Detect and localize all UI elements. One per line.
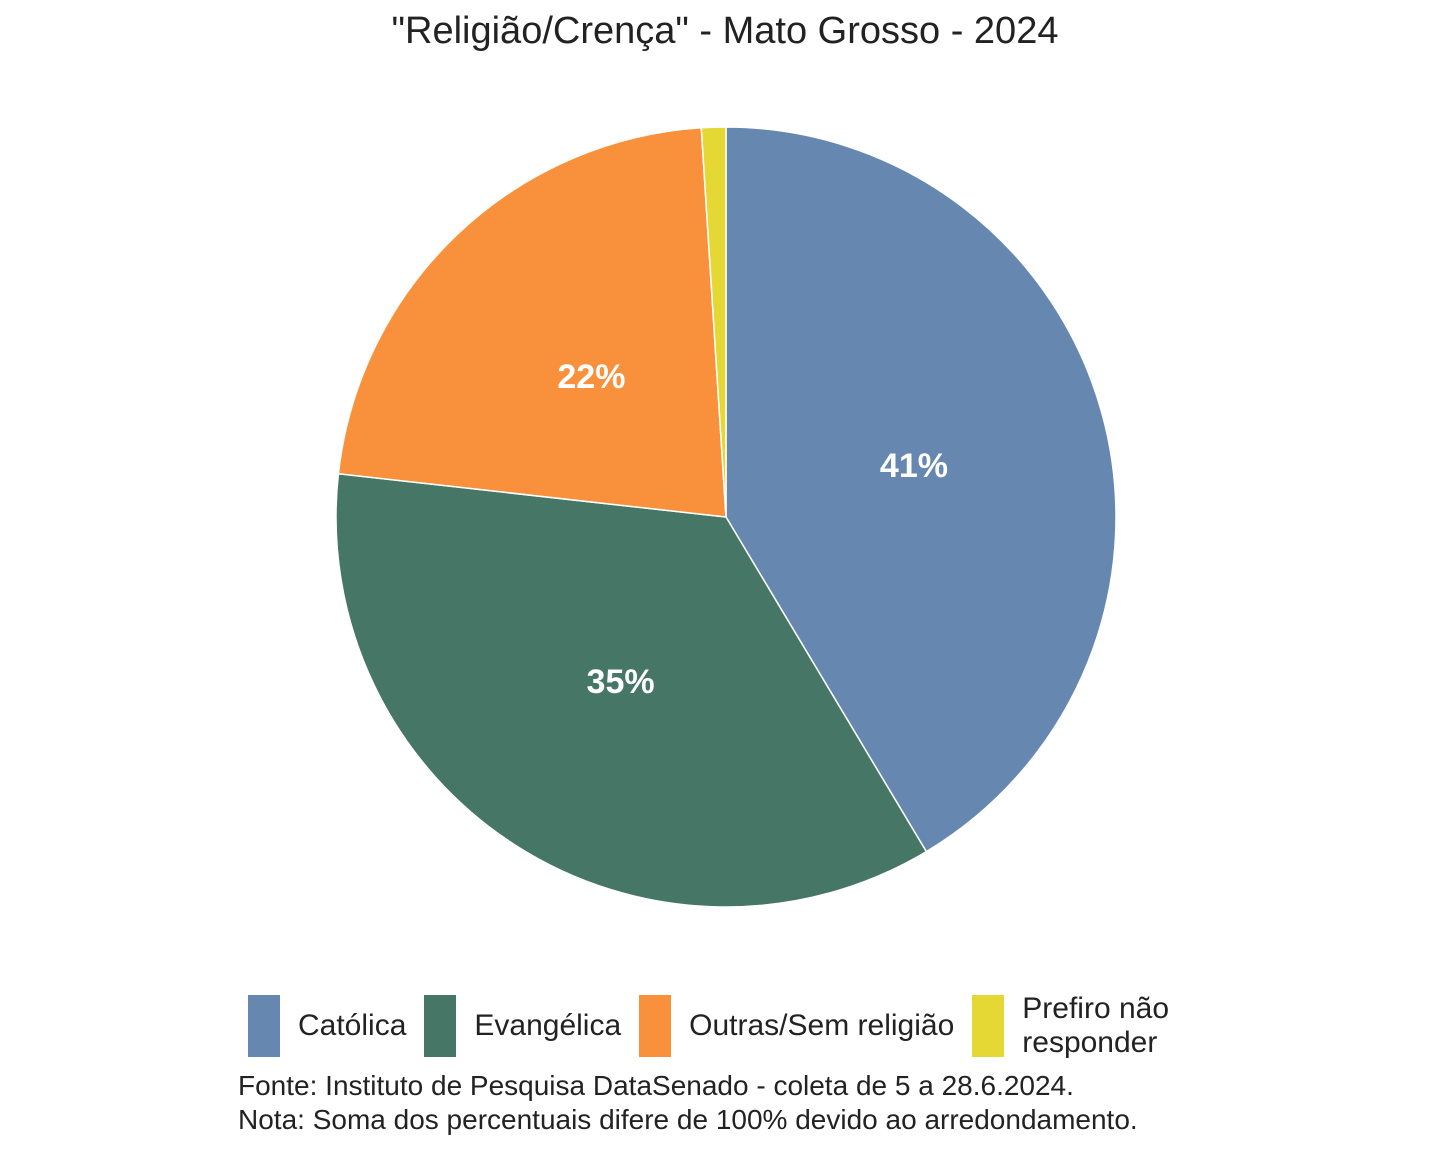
pie-slice-2 (337, 126, 727, 518)
legend-label: Evangélica (474, 1009, 622, 1042)
legend-swatch (248, 995, 280, 1057)
legend-label: Católica (298, 1009, 407, 1042)
legend-swatch (639, 995, 672, 1057)
source-text: Fonte: Instituto de Pesquisa DataSenado … (238, 1070, 1074, 1101)
note-text: Nota: Soma dos percentuais difere de 100… (238, 1104, 1138, 1135)
legend-item: Católica (248, 995, 406, 1057)
slice-label: 35% (587, 663, 655, 701)
chart-title: "Religião/Crença" - Mato Grosso - 2024 (391, 10, 1059, 52)
legend-item: Prefiro não responder (972, 992, 1192, 1060)
pie-slice-3 (700, 126, 727, 518)
legend: Católica Evangélica Outras/Sem religião … (248, 992, 1210, 1060)
legend-swatch (424, 995, 457, 1057)
pie-slice-1 (335, 472, 928, 908)
slice-label: 41% (880, 447, 948, 485)
legend-label: Outras/Sem religião (689, 1009, 955, 1042)
legend-label: Prefiro não responder (1022, 992, 1170, 1059)
legend-swatch (972, 995, 1005, 1057)
pie-slice-0 (725, 126, 1117, 853)
slice-label: 22% (557, 358, 625, 396)
legend-item: Outras/Sem religião (639, 995, 954, 1057)
legend-item: Evangélica (424, 995, 621, 1057)
